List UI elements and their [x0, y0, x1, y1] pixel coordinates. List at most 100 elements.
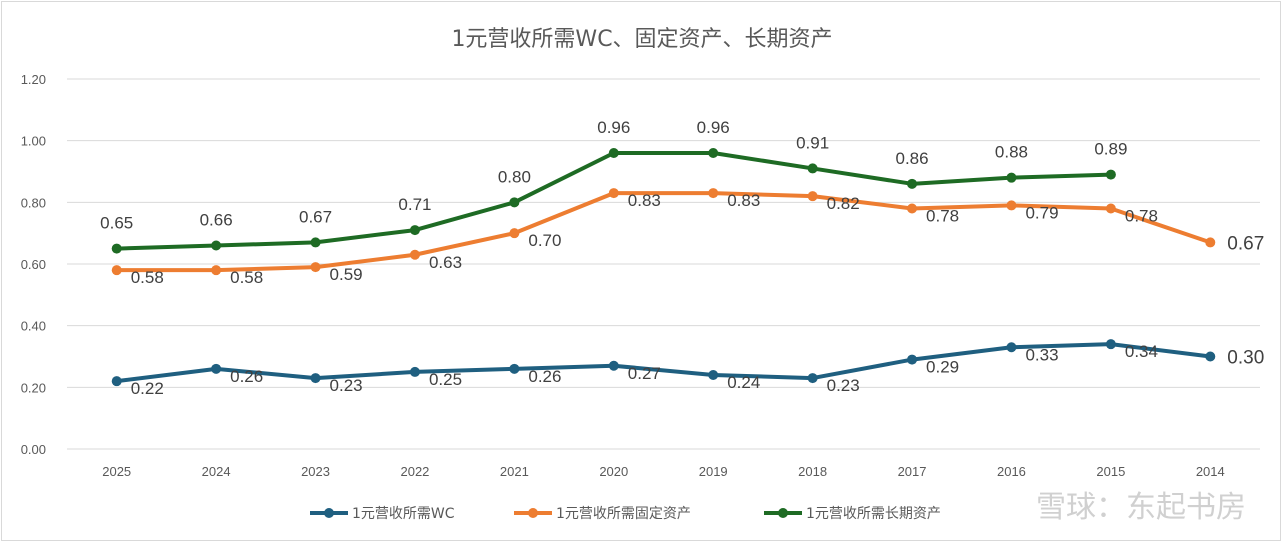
legend-marker-icon: [324, 508, 334, 518]
legend-label: 1元营收所需WC: [352, 506, 455, 522]
legend-label: 1元营收所需长期资产: [806, 506, 941, 522]
legend-marker-icon: [778, 508, 788, 518]
data-point: [708, 188, 719, 199]
data-label: 0.79: [1025, 203, 1058, 222]
data-point: [907, 203, 918, 214]
x-tick-label: 2025: [102, 464, 131, 479]
data-point: [608, 360, 619, 371]
data-label: 0.66: [200, 211, 233, 230]
data-point: [310, 237, 321, 248]
data-point: [1006, 200, 1017, 211]
legend-item-1: 1元营收所需固定资产: [514, 506, 691, 522]
data-label: 0.29: [926, 358, 959, 377]
data-label: 0.22: [131, 379, 164, 398]
data-point: [310, 262, 321, 273]
data-point: [111, 265, 122, 276]
data-point: [310, 373, 321, 384]
x-tick-label: 2024: [202, 464, 231, 479]
data-label: 0.23: [330, 376, 363, 395]
data-point: [111, 243, 122, 254]
data-label: 0.67: [1227, 233, 1264, 254]
data-label: 0.58: [230, 268, 263, 287]
data-point: [409, 249, 420, 260]
data-label: 0.83: [727, 191, 760, 210]
data-label: 0.65: [100, 214, 133, 233]
data-label: 0.88: [995, 143, 1028, 162]
data-label: 0.83: [628, 191, 661, 210]
data-label: 0.67: [299, 207, 332, 226]
data-label: 0.63: [429, 253, 462, 272]
data-label: 0.30: [1227, 348, 1264, 369]
data-point: [509, 228, 520, 239]
data-point: [111, 376, 122, 387]
data-label: 0.26: [528, 367, 561, 386]
data-label: 0.96: [597, 118, 630, 137]
data-point: [608, 148, 619, 158]
legend-item-2: 1元营收所需长期资产: [764, 506, 941, 522]
x-tick-label: 2018: [798, 464, 827, 479]
data-label: 0.91: [796, 133, 829, 152]
x-tick-label: 2021: [500, 464, 529, 479]
data-label: 0.71: [398, 195, 431, 214]
x-tick-label: 2015: [1096, 464, 1125, 479]
data-point: [509, 197, 520, 208]
x-tick-label: 2019: [699, 464, 728, 479]
data-label: 0.86: [895, 149, 928, 168]
data-point: [1105, 339, 1116, 350]
data-point: [211, 265, 222, 276]
data-point: [807, 191, 818, 202]
data-point: [1105, 203, 1116, 214]
data-point: [509, 363, 520, 374]
data-point: [907, 178, 918, 189]
data-label: 0.25: [429, 370, 462, 389]
legend-label: 1元营收所需固定资产: [556, 506, 691, 522]
data-label: 0.58: [131, 268, 164, 287]
y-tick-label: 1.00: [21, 134, 46, 149]
legend-marker-icon: [528, 508, 538, 518]
data-point: [708, 370, 719, 380]
data-point: [1006, 172, 1017, 183]
y-tick-label: 0.20: [21, 380, 46, 395]
data-point: [807, 373, 818, 384]
chart-title: 1元营收所需WC、固定资产、长期资产: [451, 27, 832, 52]
data-label: 0.34: [1125, 342, 1158, 361]
x-tick-label: 2020: [599, 464, 628, 479]
data-label: 0.59: [330, 265, 363, 284]
data-label: 0.24: [727, 373, 760, 392]
data-point: [1205, 237, 1216, 248]
y-tick-label: 0.00: [21, 442, 46, 457]
data-label: 0.23: [827, 376, 860, 395]
watermark: 雪球：东起书房: [1036, 490, 1246, 525]
y-tick-label: 0.80: [21, 195, 46, 210]
x-tick-label: 2017: [898, 464, 927, 479]
series-line-0: [116, 342, 1211, 384]
data-label: 0.80: [498, 167, 531, 186]
data-point: [409, 225, 420, 236]
data-point: [409, 366, 420, 377]
y-tick-label: 0.40: [21, 319, 46, 334]
data-label: 0.96: [697, 118, 730, 137]
data-point: [807, 163, 818, 174]
data-point: [907, 354, 918, 365]
x-tick-label: 2022: [400, 464, 429, 479]
x-tick-label: 2016: [997, 464, 1026, 479]
y-tick-label: 0.60: [21, 257, 46, 272]
data-label: 0.89: [1094, 140, 1127, 159]
data-label: 0.70: [528, 231, 561, 250]
data-label: 0.78: [1125, 207, 1158, 226]
data-label: 0.78: [926, 207, 959, 226]
data-point: [211, 363, 222, 374]
data-point: [608, 188, 619, 199]
series-line-2: [116, 151, 1111, 251]
x-tick-label: 2014: [1196, 464, 1225, 479]
x-tick-label: 2023: [301, 464, 330, 479]
series-line-1: [116, 191, 1211, 273]
data-label: 0.27: [628, 364, 661, 383]
data-point: [211, 240, 222, 251]
data-label: 0.33: [1025, 345, 1058, 364]
data-point: [1205, 351, 1216, 362]
y-tick-label: 1.20: [21, 72, 46, 87]
data-point: [708, 148, 719, 158]
